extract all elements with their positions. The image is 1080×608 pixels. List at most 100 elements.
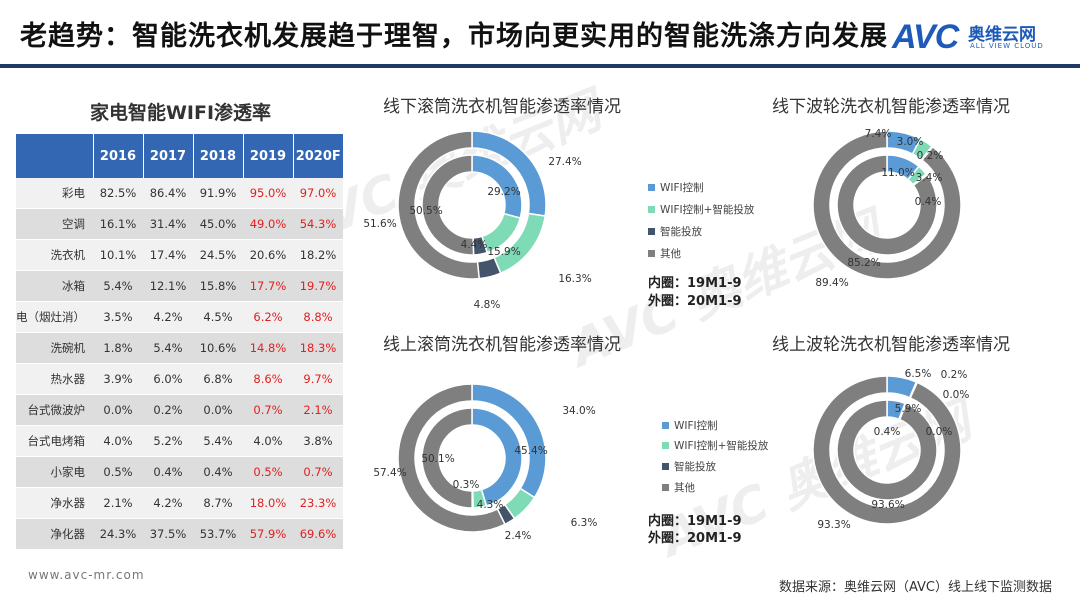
inner-ring-slice [836,154,938,256]
table-row: 空调 16.1% 31.4% 45.0% 49.0% 54.3% [16,208,343,240]
outer-ring-label: 7.4% [865,128,892,140]
legend-swatch [648,206,655,213]
table-cell: 57.9% [243,518,293,549]
outer-ring-slice [812,375,962,525]
table-cell: 6.0% [143,363,193,395]
table-header-cell: 2018 [192,134,243,178]
legend-swatch [648,184,655,191]
table-row: 净水器 2.1% 4.2% 8.7% 18.0% 23.3% [16,487,343,519]
outer-ring-label: 93.3% [817,519,850,531]
outer-ring-label: 0.2% [941,369,968,381]
chart-title-online-pulsator: 线上波轮洗衣机智能渗透率情况 [772,335,1010,355]
inner-ring-label: 5.9% [895,403,922,415]
table-cell: 3.9% [93,363,143,395]
table-corner-cell [16,134,93,178]
table-header-cell: 2020F [292,134,343,178]
outer-ring-slice [397,130,481,280]
legend-item: 智能投放 [662,459,716,474]
outer-ring-label: 34.0% [562,405,595,417]
table-cell: 10.6% [193,332,243,364]
table-header-cell: 2017 [142,134,193,178]
row-category: 冰箱 [16,270,93,302]
table-cell: 8.6% [243,363,293,395]
table-cell: 5.4% [143,332,193,364]
row-category: 空调 [16,208,93,240]
table-cell: 3.5% [93,301,143,333]
legend-item: WIFI控制 [662,418,718,433]
table-cell: 4.0% [93,425,143,457]
inner-ring-slice [421,407,473,509]
table-cell: 82.5% [93,178,143,209]
outer-ring-label: 6.3% [571,517,598,529]
inner-ring-slice [421,154,475,256]
footer-source: 数据来源：奥维云网（AVC）线上线下监测数据 [778,580,1052,595]
table-cell: 1.8% [93,332,143,364]
legend-item: 智能投放 [648,224,702,239]
outer-ring-label: 51.6% [363,218,396,230]
table-cell: 3.8% [293,425,343,457]
table-cell: 37.5% [143,518,193,549]
table-row: 台式微波炉 0.0% 0.2% 0.0% 0.7% 2.1% [16,394,343,426]
table-row: 厨电（烟灶消）3.5%4.2%4.5%6.2%8.8% [16,301,343,333]
table-cell: 19.7% [293,270,343,302]
outer-ring-label: 57.4% [373,467,406,479]
row-category: 小家电 [16,456,93,488]
legend-swatch [662,442,669,449]
row-category: 厨电（烟灶消） [16,301,93,333]
inner-ring-label: 3.4% [916,172,943,184]
table-cell: 24.5% [193,239,243,271]
table-cell: 69.6% [293,518,343,549]
inner-ring-slice [471,407,523,507]
logo-mark: AVC [892,18,959,56]
table-cell: 54.3% [293,208,343,240]
table-cell: 8.7% [193,487,243,519]
inner-ring-label: 50.1% [421,453,454,465]
table-cell: 0.2% [143,394,193,426]
legend-swatch [662,422,669,429]
chart-title-offline-drum: 线下滚筒洗衣机智能渗透率情况 [383,97,621,117]
table-row: 洗碗机 1.8% 5.4% 10.6% 14.8% 18.3% [16,332,343,364]
donut-chart-online-drum: 34.0% 6.3% 2.4% 57.4% 45.4% 4.3% 0.3% 50.1% [373,383,598,542]
donut-chart-offline-pulsator: 7.4% 3.0% 0.2% 89.4% 11.0% 3.4% 0.4% 85.2% [812,128,962,289]
table-cell: 4.5% [193,301,243,333]
inner-ring-label: 93.6% [871,499,904,511]
table-header-cell: 2016 [92,134,143,178]
table-header-cell: 2019 [242,134,293,178]
outer-ring-label: 0.2% [917,150,944,162]
brand-logo: AVC 奥维云网 ALL VIEW CLOUD [892,18,1062,58]
outer-ring-label: 89.4% [815,277,848,289]
outer-ring-slice [397,383,506,533]
table-cell: 2.1% [93,487,143,519]
table-cell: 86.4% [143,178,193,209]
table-row: 台式电烤箱 4.0% 5.2% 5.4% 4.0% 3.8% [16,425,343,457]
chart-title-offline-pulsator: 线下波轮洗衣机智能渗透率情况 [772,97,1010,117]
outer-ring-label: 3.0% [897,136,924,148]
inner-ring-label: 85.2% [847,257,880,269]
table-cell: 6.2% [243,301,293,333]
inner-ring-label: 0.0% [926,426,953,438]
table-cell: 0.4% [143,456,193,488]
table-row: 冰箱 5.4% 12.1% 15.8% 17.7% 19.7% [16,270,343,302]
legend-swatch [662,484,669,491]
inner-ring-label: 0.4% [915,196,942,208]
row-category: 台式微波炉 [16,394,93,426]
table-title: 家电智能WIFI渗透率 [89,102,272,124]
row-category: 净化器 [16,518,93,549]
outer-ring-slice [812,130,962,280]
table-cell: 23.3% [293,487,343,519]
table-cell: 0.0% [193,394,243,426]
inner-ring-label: 50.5% [409,205,442,217]
outer-ring-label: 外圈：20M1-9 [648,531,742,546]
inner-ring-label: 29.2% [487,186,520,198]
table-cell: 6.8% [193,363,243,395]
table-cell: 18.2% [293,239,343,271]
row-category: 彩电 [16,178,93,209]
table-cell: 17.7% [243,270,293,302]
donut-chart-offline-drum: 27.4% 16.3% 4.8% 51.6% 29.2% 15.9%4.4% 50.5% [363,130,592,311]
table-cell: 53.7% [193,518,243,549]
table-cell: 91.9% [193,178,243,209]
table-cell: 2.1% [293,394,343,426]
table-cell: 14.8% [243,332,293,364]
outer-ring-label: 0.0% [943,389,970,401]
table-row: 洗衣机 10.1% 17.4% 24.5% 20.6% 18.2% [16,239,343,271]
